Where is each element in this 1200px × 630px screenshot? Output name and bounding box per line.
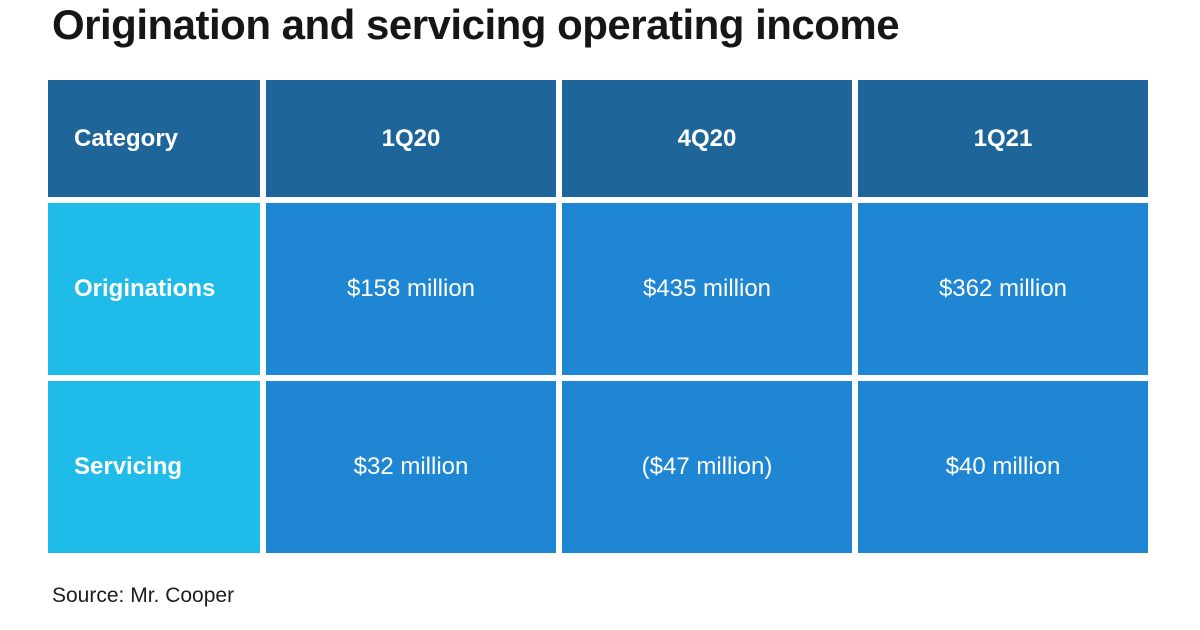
row-label-servicing: Servicing [48,381,260,553]
cell-servicing-1q21: $40 million [858,381,1148,553]
column-header-1q20: 1Q20 [266,80,556,197]
source-note: Source: Mr. Cooper [52,584,235,607]
page-title: Origination and servicing operating inco… [52,1,900,48]
cell-servicing-4q20: ($47 million) [562,381,852,553]
cell-originations-1q20: $158 million [266,203,556,375]
data-table: Category 1Q20 4Q20 1Q21 Originations $15… [48,80,1148,553]
column-header-category: Category [48,80,260,197]
cell-originations-4q20: $435 million [562,203,852,375]
cell-originations-1q21: $362 million [858,203,1148,375]
cell-servicing-1q20: $32 million [266,381,556,553]
row-label-originations: Originations [48,203,260,375]
column-header-4q20: 4Q20 [562,80,852,197]
column-header-1q21: 1Q21 [858,80,1148,197]
